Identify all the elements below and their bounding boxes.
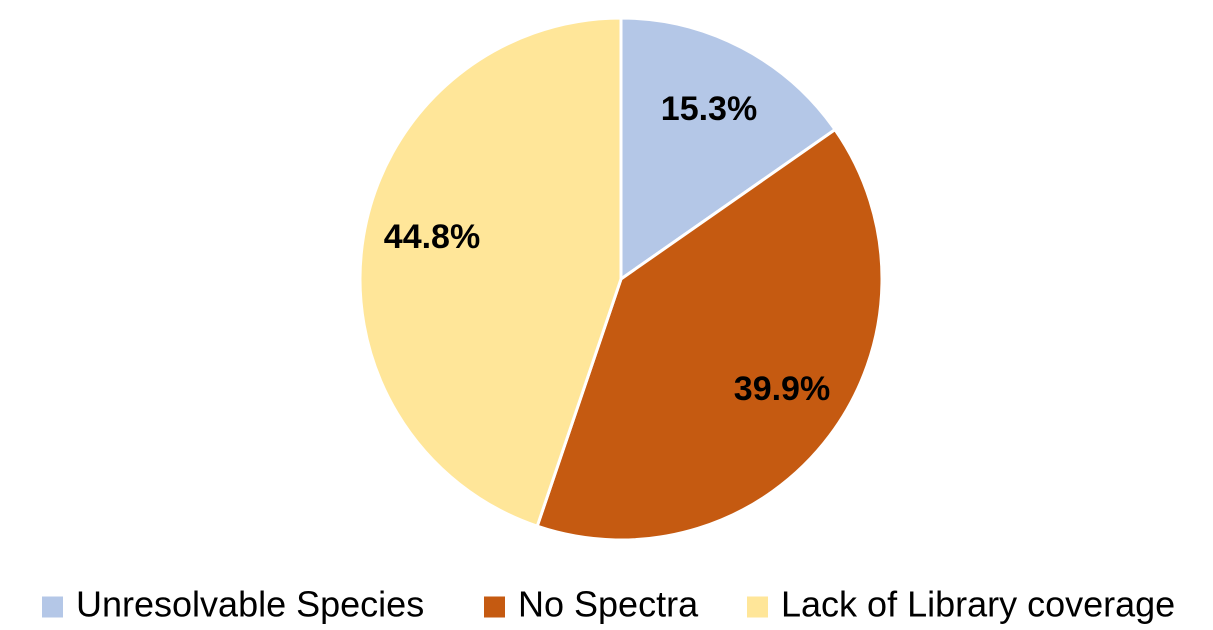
- data-label-unresolvable-species: 15.3%: [661, 90, 757, 128]
- legend-label: Unresolvable Species: [76, 584, 424, 625]
- pie-data-labels: 15.3% 39.9% 44.8%: [384, 90, 830, 408]
- pie-slices: [358, 16, 884, 542]
- legend-label: No Spectra: [518, 584, 699, 625]
- chart-legend: Unresolvable Species No Spectra Lack of Li…: [42, 584, 1175, 625]
- legend-swatch: [747, 596, 768, 618]
- pie-slice-unresolvable-species: [619, 16, 837, 281]
- legend-item-unresolvable-species: Unresolvable Species: [42, 584, 424, 625]
- legend-item-lack-of-library-coverage: Lack of Library coverage: [747, 584, 1175, 625]
- legend-label: Lack of Library coverage: [781, 584, 1175, 625]
- legend-swatch: [484, 596, 505, 618]
- legend-swatch: [42, 596, 63, 618]
- data-label-no-spectra: 39.9%: [734, 370, 830, 408]
- pie-slice-no-spectra: [535, 128, 884, 542]
- pie-slice-lack-of-library-coverage: [358, 16, 623, 528]
- data-label-lack-of-library-coverage: 44.8%: [384, 218, 480, 256]
- legend-item-no-spectra: No Spectra: [484, 584, 699, 625]
